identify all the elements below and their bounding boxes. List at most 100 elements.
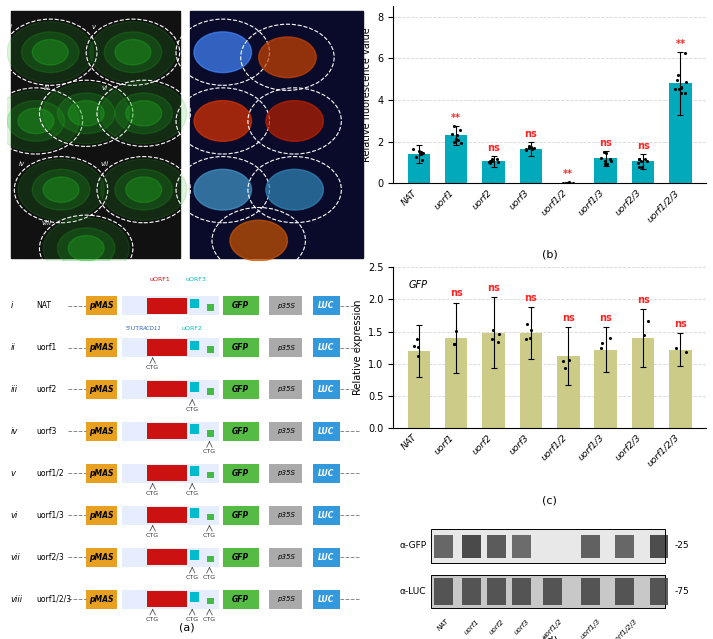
Text: CTG: CTG bbox=[146, 533, 159, 538]
Text: uorf1/2: uorf1/2 bbox=[36, 469, 63, 478]
Text: (d): (d) bbox=[542, 635, 558, 639]
FancyBboxPatch shape bbox=[207, 304, 214, 311]
Bar bbox=[595, 350, 617, 428]
FancyBboxPatch shape bbox=[86, 548, 117, 567]
Text: pMAS: pMAS bbox=[89, 594, 113, 604]
Circle shape bbox=[115, 93, 173, 134]
Text: CTG: CTG bbox=[185, 617, 199, 622]
Point bbox=[564, 178, 575, 188]
Point bbox=[567, 178, 578, 188]
Point bbox=[418, 148, 429, 158]
FancyBboxPatch shape bbox=[11, 12, 180, 258]
Text: (a): (a) bbox=[179, 622, 195, 633]
Point bbox=[679, 49, 691, 59]
FancyBboxPatch shape bbox=[190, 12, 363, 258]
Text: GFP: GFP bbox=[232, 469, 250, 478]
FancyBboxPatch shape bbox=[512, 578, 531, 605]
Circle shape bbox=[266, 169, 324, 210]
Text: pMAS: pMAS bbox=[89, 301, 113, 310]
Circle shape bbox=[230, 220, 287, 261]
FancyBboxPatch shape bbox=[222, 464, 259, 482]
Circle shape bbox=[101, 83, 187, 144]
Point bbox=[559, 363, 570, 373]
FancyBboxPatch shape bbox=[86, 380, 117, 399]
Bar bbox=[482, 333, 505, 428]
Text: CTG: CTG bbox=[203, 449, 216, 454]
FancyBboxPatch shape bbox=[86, 506, 117, 525]
Point bbox=[601, 158, 612, 169]
FancyBboxPatch shape bbox=[207, 430, 214, 436]
Text: iv: iv bbox=[11, 427, 18, 436]
FancyBboxPatch shape bbox=[148, 424, 187, 440]
Text: -75: -75 bbox=[674, 587, 689, 596]
Point bbox=[448, 339, 460, 349]
Text: iv: iv bbox=[19, 161, 24, 167]
Text: GFP: GFP bbox=[232, 301, 250, 310]
FancyBboxPatch shape bbox=[148, 465, 187, 481]
Text: uORF2: uORF2 bbox=[182, 326, 202, 331]
FancyBboxPatch shape bbox=[270, 590, 302, 608]
Point bbox=[409, 341, 420, 351]
Text: uORF1: uORF1 bbox=[150, 277, 170, 282]
Point bbox=[525, 333, 536, 343]
Text: viii: viii bbox=[11, 594, 23, 604]
FancyBboxPatch shape bbox=[222, 338, 259, 357]
Point bbox=[484, 156, 496, 166]
Text: **: ** bbox=[675, 39, 685, 49]
Point bbox=[595, 343, 607, 353]
Y-axis label: Relative expression: Relative expression bbox=[353, 300, 363, 396]
Point bbox=[640, 154, 651, 164]
Text: uorf2/3: uorf2/3 bbox=[36, 553, 63, 562]
FancyBboxPatch shape bbox=[650, 535, 668, 558]
FancyBboxPatch shape bbox=[312, 506, 339, 525]
Point bbox=[486, 153, 497, 164]
Text: LUC: LUC bbox=[318, 553, 334, 562]
FancyBboxPatch shape bbox=[543, 578, 562, 605]
FancyBboxPatch shape bbox=[122, 296, 219, 315]
FancyBboxPatch shape bbox=[148, 298, 187, 314]
Point bbox=[448, 339, 460, 349]
Point bbox=[523, 142, 535, 152]
Text: LUC: LUC bbox=[318, 343, 334, 352]
Text: ns: ns bbox=[562, 312, 575, 323]
FancyBboxPatch shape bbox=[190, 550, 200, 560]
Point bbox=[636, 162, 647, 172]
Text: LUC: LUC bbox=[318, 385, 334, 394]
FancyBboxPatch shape bbox=[222, 548, 259, 567]
Text: LUC: LUC bbox=[318, 469, 334, 478]
Circle shape bbox=[68, 100, 104, 126]
FancyBboxPatch shape bbox=[462, 535, 481, 558]
Point bbox=[492, 337, 503, 348]
FancyBboxPatch shape bbox=[312, 464, 339, 482]
FancyBboxPatch shape bbox=[312, 422, 339, 441]
FancyBboxPatch shape bbox=[462, 578, 481, 605]
Circle shape bbox=[125, 100, 162, 126]
Point bbox=[416, 155, 428, 165]
FancyBboxPatch shape bbox=[207, 556, 214, 562]
Circle shape bbox=[115, 169, 173, 210]
Text: v: v bbox=[11, 469, 16, 478]
FancyBboxPatch shape bbox=[86, 338, 117, 357]
Point bbox=[446, 129, 457, 139]
FancyBboxPatch shape bbox=[222, 506, 259, 525]
Point bbox=[634, 162, 645, 172]
Point bbox=[486, 334, 498, 344]
Text: LUC: LUC bbox=[318, 301, 334, 310]
Text: ns: ns bbox=[674, 319, 687, 329]
Point bbox=[680, 346, 692, 357]
Bar bbox=[520, 333, 542, 428]
Text: α-GFP: α-GFP bbox=[399, 541, 427, 550]
Text: CTG: CTG bbox=[185, 491, 199, 496]
FancyBboxPatch shape bbox=[86, 590, 117, 608]
Text: uorf1/3: uorf1/3 bbox=[579, 618, 601, 639]
Text: uorf1: uorf1 bbox=[36, 343, 56, 352]
Text: pMAS: pMAS bbox=[89, 553, 113, 562]
Point bbox=[416, 149, 427, 159]
FancyBboxPatch shape bbox=[431, 529, 665, 563]
Circle shape bbox=[21, 32, 79, 73]
FancyBboxPatch shape bbox=[122, 338, 219, 357]
Point bbox=[486, 156, 497, 166]
FancyBboxPatch shape bbox=[312, 590, 339, 608]
FancyBboxPatch shape bbox=[581, 578, 600, 605]
FancyBboxPatch shape bbox=[207, 514, 214, 520]
